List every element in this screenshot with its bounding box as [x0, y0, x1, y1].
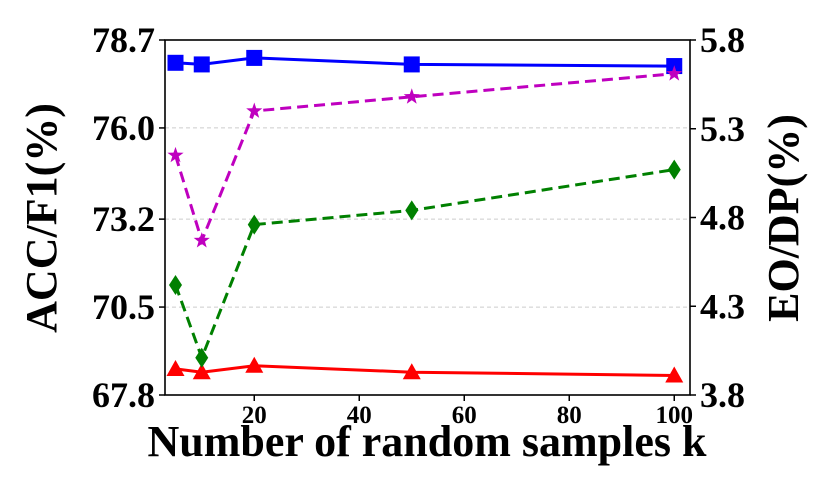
y-right-tick-label: 4.8 — [700, 198, 745, 238]
plot-frame — [164, 39, 691, 396]
grid-layer — [165, 127, 690, 308]
series-2-line — [174, 72, 675, 246]
y-left-tick-label: 67.8 — [92, 375, 155, 415]
series-2-point — [193, 232, 210, 248]
y-axis-left-title: ACC/F1(%) — [17, 103, 66, 333]
series-1-point — [245, 356, 264, 373]
series-3-line — [174, 168, 675, 362]
series-2-point — [246, 102, 263, 118]
series-3-point — [667, 159, 681, 180]
y-right-tick-label: 5.8 — [700, 20, 745, 60]
series-2-point — [666, 65, 683, 81]
tick-layer: 67.8 70.5 73.2 76.0 78.7 3.8 4.3 4.8 5.3 5.8 20 40 6… — [92, 20, 745, 429]
series-layer — [166, 49, 684, 383]
series-3-point — [405, 200, 419, 221]
x-tick-label: 80 — [557, 402, 582, 429]
x-tick-label: 20 — [242, 402, 267, 429]
y-axis-right-title: EO/DP(%) — [759, 114, 808, 322]
x-tick-label: 100 — [656, 402, 694, 429]
series-1-point — [402, 363, 421, 380]
series-1-point — [192, 363, 211, 380]
y-right-tick-label: 5.3 — [700, 109, 745, 149]
x-tick-label: 60 — [452, 402, 477, 429]
series-3-point — [169, 274, 182, 295]
y-right-tick-label: 4.3 — [700, 286, 745, 326]
series-0 — [167, 49, 683, 75]
series-2-point — [403, 88, 420, 104]
series-2-point — [167, 146, 184, 163]
series-1 — [166, 356, 684, 383]
series-0-point — [246, 49, 263, 66]
x-axis-title: Number of random samples k — [147, 417, 707, 466]
series-3-point — [195, 347, 209, 368]
x-tick-label: 40 — [347, 402, 372, 429]
series-3 — [169, 159, 681, 368]
y-left-tick-label: 78.7 — [92, 20, 155, 60]
y-left-tick-label: 73.2 — [92, 199, 155, 239]
series-1-point — [665, 366, 684, 383]
series-1-point — [166, 359, 185, 376]
series-3-point — [247, 214, 261, 235]
y-left-tick-label: 70.5 — [92, 287, 155, 327]
y-right-tick-label: 3.8 — [700, 375, 745, 415]
series-0-point — [193, 56, 210, 73]
y-left-tick-label: 76.0 — [92, 108, 155, 148]
series-0-point — [403, 56, 420, 73]
series-2 — [167, 65, 683, 248]
series-0-point — [167, 54, 184, 71]
